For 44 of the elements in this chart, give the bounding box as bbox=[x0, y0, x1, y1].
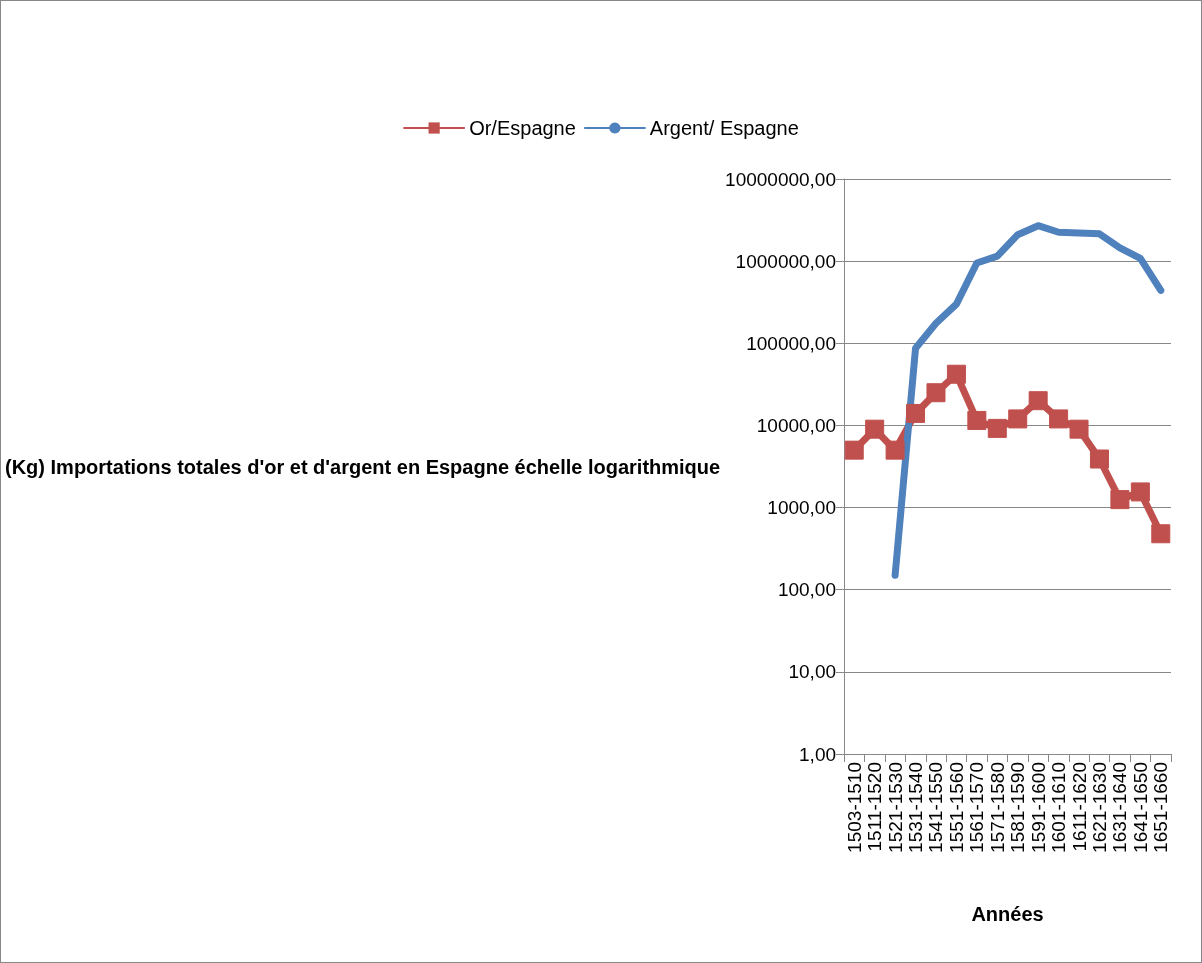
x-tick-label: 1521-1530 bbox=[884, 762, 906, 853]
x-tick-label: 1551-1560 bbox=[945, 762, 967, 853]
x-tick-label: 1641-1650 bbox=[1129, 762, 1151, 853]
point bbox=[1049, 409, 1069, 429]
point bbox=[987, 418, 1007, 438]
x-tick-label: 1621-1630 bbox=[1088, 762, 1110, 853]
x-tick-label: 1571-1580 bbox=[986, 762, 1008, 853]
point bbox=[885, 440, 905, 460]
point bbox=[1130, 482, 1150, 502]
x-tick-label: 1651-1660 bbox=[1150, 762, 1172, 853]
point bbox=[906, 403, 926, 423]
point bbox=[946, 364, 966, 384]
x-tick-label: 1531-1540 bbox=[905, 762, 927, 853]
x-tick-label: 1541-1550 bbox=[925, 762, 947, 853]
y-tick-label: 1,00 bbox=[799, 743, 837, 765]
y-tick-label: 1000000,00 bbox=[735, 250, 837, 272]
y-tick-label: 100000,00 bbox=[746, 332, 837, 354]
x-tick-label: 1561-1570 bbox=[966, 762, 988, 853]
legend-label: Argent/ Espagne bbox=[649, 117, 799, 139]
y-tick-label: 10,00 bbox=[788, 661, 837, 683]
x-tick-label: 1511-1520 bbox=[864, 762, 886, 852]
point bbox=[1008, 409, 1028, 429]
legend-label: Or/Espagne bbox=[469, 117, 576, 139]
point bbox=[926, 383, 946, 403]
y-tick-label: 10000,00 bbox=[756, 414, 837, 436]
point bbox=[844, 440, 864, 460]
x-tick-label: 1581-1590 bbox=[1007, 762, 1029, 853]
x-tick-label: 1601-1610 bbox=[1048, 762, 1070, 853]
point bbox=[1028, 391, 1048, 411]
y-axis-title: (Kg) Importations totales d'or et d'argent en Espagne échelle logarithmique bbox=[5, 455, 721, 478]
point bbox=[865, 419, 885, 439]
point bbox=[1151, 524, 1171, 544]
x-tick-label: 1503-1510 bbox=[843, 762, 865, 853]
x-tick-label: 1611-1620 bbox=[1068, 762, 1090, 852]
x-tick-label: 1631-1640 bbox=[1109, 762, 1131, 853]
y-tick-label: 10000000,00 bbox=[725, 168, 837, 190]
x-axis-title: Années bbox=[971, 903, 1044, 925]
point bbox=[967, 410, 987, 430]
y-tick-label: 1000,00 bbox=[767, 497, 837, 519]
y-tick-label: 100,00 bbox=[777, 579, 837, 601]
point bbox=[1069, 419, 1089, 439]
point bbox=[1089, 449, 1109, 469]
point bbox=[1110, 490, 1130, 510]
x-tick-label: 1591-1600 bbox=[1027, 762, 1049, 853]
